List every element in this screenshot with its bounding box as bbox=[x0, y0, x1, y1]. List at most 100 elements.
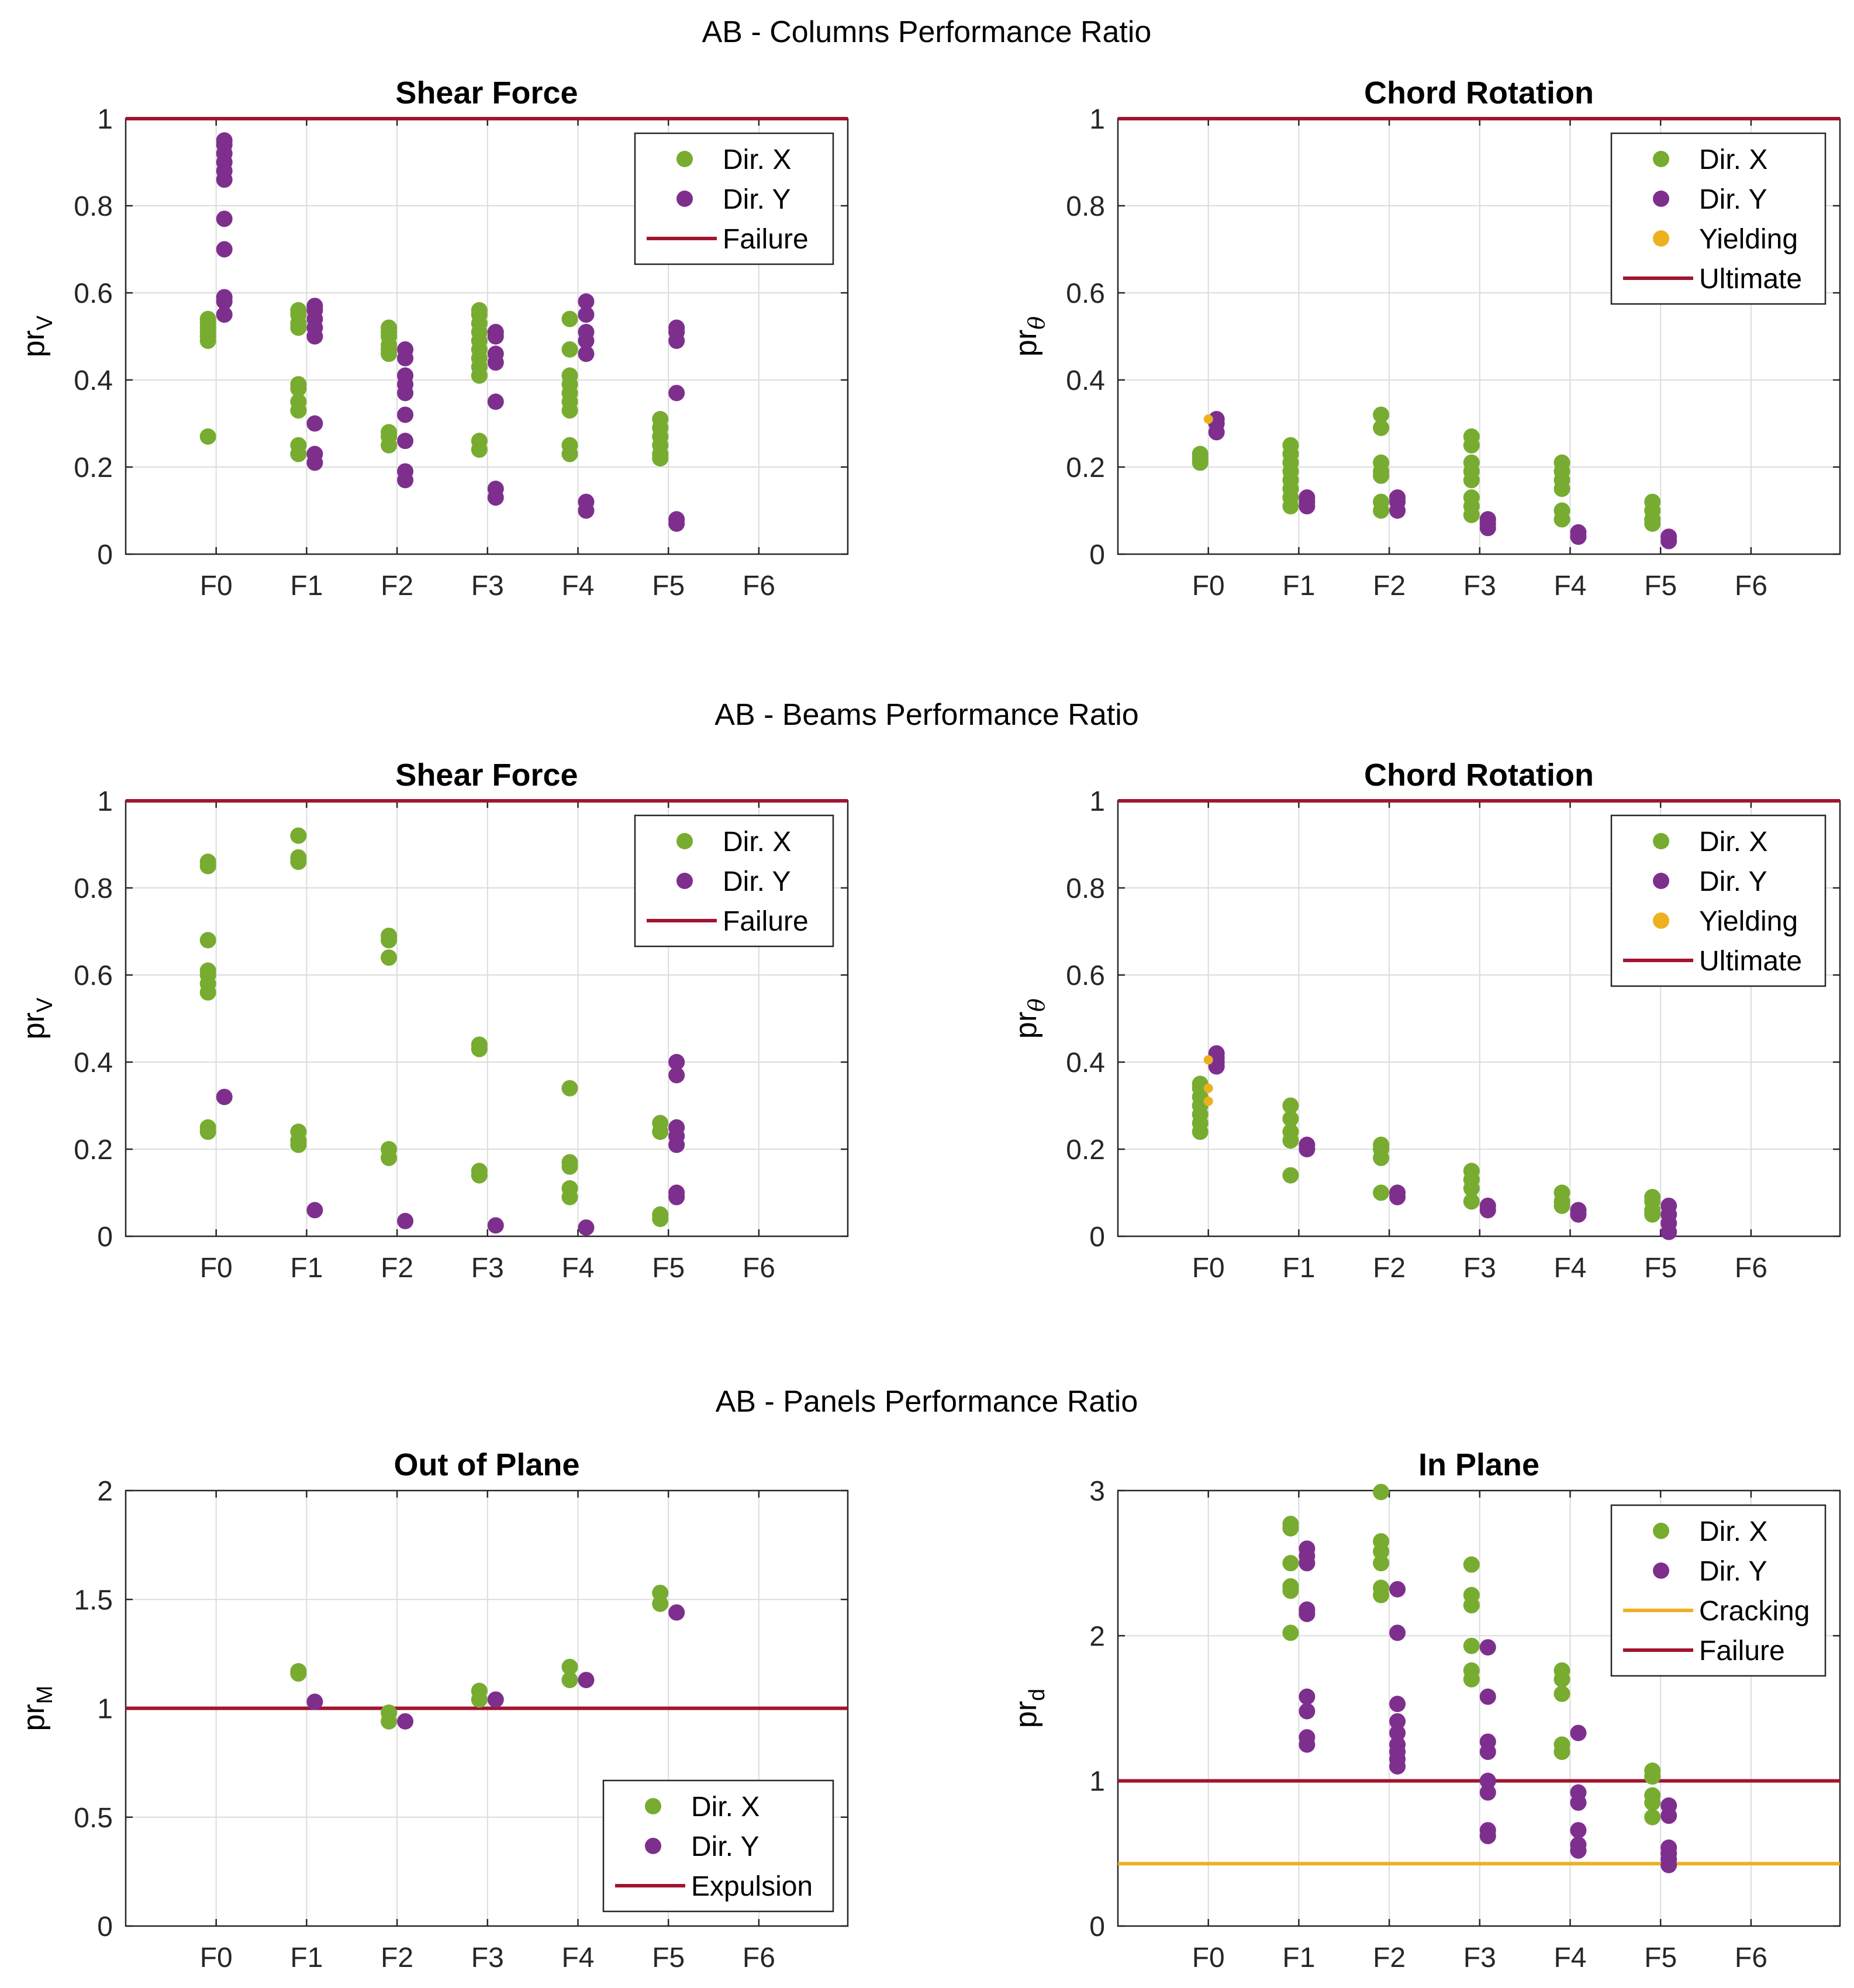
data-point-dir-x bbox=[1373, 493, 1390, 510]
data-point-dir-x bbox=[1553, 1736, 1570, 1753]
data-point-dir-x bbox=[561, 1154, 578, 1171]
y-axis-label: prθ bbox=[1009, 998, 1049, 1039]
data-point-dir-y bbox=[397, 341, 414, 358]
data-point-dir-x bbox=[199, 310, 216, 327]
data-point-dir-x bbox=[1373, 1533, 1390, 1550]
legend-label: Expulsion bbox=[691, 1871, 813, 1902]
y-tick-label: 0.4 bbox=[74, 365, 113, 396]
legend-marker bbox=[645, 1838, 661, 1854]
data-point-dir-y bbox=[578, 1672, 595, 1689]
y-tick-label: 0.6 bbox=[74, 278, 113, 309]
legend-marker bbox=[676, 833, 693, 849]
legend-label: Failure bbox=[723, 906, 809, 937]
data-point-dir-x bbox=[652, 1585, 669, 1602]
x-tick-label: F0 bbox=[200, 1253, 233, 1284]
y-tick-label: 0.2 bbox=[1066, 1135, 1105, 1166]
legend-label: Dir. X bbox=[1699, 1516, 1767, 1547]
data-point-dir-y bbox=[1570, 1836, 1587, 1853]
data-point-dir-x bbox=[471, 1036, 488, 1053]
y-tick-label: 1 bbox=[97, 104, 113, 135]
x-tick-label: F4 bbox=[561, 1942, 594, 1973]
x-tick-label: F3 bbox=[471, 1253, 504, 1284]
y-tick-label: 0.8 bbox=[74, 873, 113, 904]
legend-box bbox=[1610, 132, 1827, 305]
legend-label: Yielding bbox=[1699, 224, 1798, 255]
data-point-dir-y bbox=[1570, 1822, 1587, 1839]
data-point-yielding bbox=[1203, 1083, 1213, 1093]
x-tick-label: F3 bbox=[471, 571, 504, 601]
legend-label: Dir. Y bbox=[691, 1831, 759, 1862]
data-point-dir-x bbox=[561, 1658, 578, 1675]
legend: Dir. X Dir. Y Yielding Ultimate bbox=[1610, 814, 1827, 987]
data-point-yielding bbox=[1203, 414, 1213, 424]
y-tick-label: 0.8 bbox=[1066, 191, 1105, 222]
data-point-dir-x bbox=[1282, 1555, 1299, 1572]
legend-label: Dir. Y bbox=[1699, 184, 1767, 215]
panel-title: Shear Force bbox=[395, 758, 578, 793]
x-tick-label: F3 bbox=[1463, 1942, 1496, 1973]
data-point-dir-y bbox=[1479, 1733, 1496, 1750]
data-point-dir-x bbox=[1553, 454, 1570, 471]
legend-marker bbox=[1653, 912, 1669, 929]
x-tick-label: F6 bbox=[743, 1253, 775, 1284]
data-point-dir-y bbox=[1389, 1184, 1406, 1201]
x-tick-label: F0 bbox=[200, 571, 233, 601]
data-point-dir-x bbox=[1373, 1136, 1390, 1153]
data-point-dir-y bbox=[668, 511, 685, 528]
legend-marker bbox=[676, 873, 693, 889]
legend-marker bbox=[1653, 1562, 1669, 1579]
data-point-dir-x bbox=[1192, 445, 1209, 462]
y-tick-label: 1 bbox=[1089, 786, 1105, 817]
data-point-dir-x bbox=[1463, 454, 1480, 471]
data-point-dir-y bbox=[306, 298, 323, 314]
y-tick-label: 0.8 bbox=[1066, 873, 1105, 904]
x-tick-label: F6 bbox=[743, 1942, 775, 1973]
data-point-dir-y bbox=[1479, 511, 1496, 528]
data-point-dir-y bbox=[578, 324, 595, 341]
x-tick-label: F6 bbox=[1735, 1253, 1767, 1284]
chart-columns-chord: F0 F1 F2 F3 F4 F5 F6 0 0.2 0.4 0.6 0.8 1 Chord Rotati… bbox=[1009, 75, 1841, 601]
x-tick-label: F6 bbox=[1735, 571, 1767, 601]
data-point-dir-x bbox=[199, 1119, 216, 1136]
data-point-dir-x bbox=[1282, 1097, 1299, 1114]
data-point-dir-y bbox=[1299, 489, 1316, 506]
data-point-dir-y bbox=[1570, 524, 1587, 541]
data-point-dir-x bbox=[561, 341, 578, 358]
data-point-dir-x bbox=[652, 1115, 669, 1132]
data-point-dir-y bbox=[306, 445, 323, 462]
data-point-dir-x bbox=[1463, 1586, 1480, 1603]
data-point-dir-x bbox=[1553, 502, 1570, 519]
y-tick-label: 2 bbox=[1089, 1621, 1105, 1652]
data-point-dir-x bbox=[1463, 1193, 1480, 1210]
y-tick-label: 2 bbox=[97, 1476, 113, 1507]
data-point-dir-x bbox=[1373, 1184, 1390, 1201]
x-tick-label: F1 bbox=[1282, 571, 1315, 601]
x-tick-label: F2 bbox=[381, 1942, 413, 1973]
data-point-dir-x bbox=[290, 302, 307, 319]
x-tick-label: F0 bbox=[1192, 1253, 1225, 1284]
data-point-dir-y bbox=[668, 1604, 685, 1621]
data-point-dir-y bbox=[578, 1219, 595, 1236]
data-point-dir-x bbox=[290, 376, 307, 393]
section-title-columns: AB - Columns Performance Ratio bbox=[702, 15, 1152, 49]
data-point-dir-y bbox=[1208, 411, 1225, 428]
data-point-dir-x bbox=[199, 428, 216, 445]
data-point-dir-y bbox=[578, 493, 595, 510]
data-point-dir-x bbox=[561, 1080, 578, 1097]
section-title-beams: AB - Beams Performance Ratio bbox=[714, 698, 1138, 732]
legend-box bbox=[602, 1779, 834, 1913]
data-point-dir-y bbox=[668, 1054, 685, 1070]
data-point-dir-y bbox=[1660, 1797, 1677, 1814]
x-tick-label: F4 bbox=[1553, 571, 1586, 601]
data-point-dir-x bbox=[1463, 1637, 1480, 1654]
data-point-dir-x bbox=[1373, 1555, 1390, 1572]
data-point-dir-y bbox=[1660, 1839, 1677, 1856]
data-point-dir-x bbox=[652, 1206, 669, 1223]
x-tick-label: F2 bbox=[1373, 571, 1406, 601]
y-tick-label: 0.4 bbox=[74, 1047, 113, 1078]
data-point-dir-x bbox=[471, 1163, 488, 1180]
chart-panels-out-of-plane: F0 F1 F2 F3 F4 F5 F6 0 0.5 1 1.5 2 Out of Plane prM Di… bbox=[17, 1447, 849, 1973]
data-point-dir-x bbox=[1282, 1110, 1299, 1127]
data-point-dir-y bbox=[1479, 1688, 1496, 1705]
y-axis-label: prθ bbox=[1009, 316, 1049, 357]
